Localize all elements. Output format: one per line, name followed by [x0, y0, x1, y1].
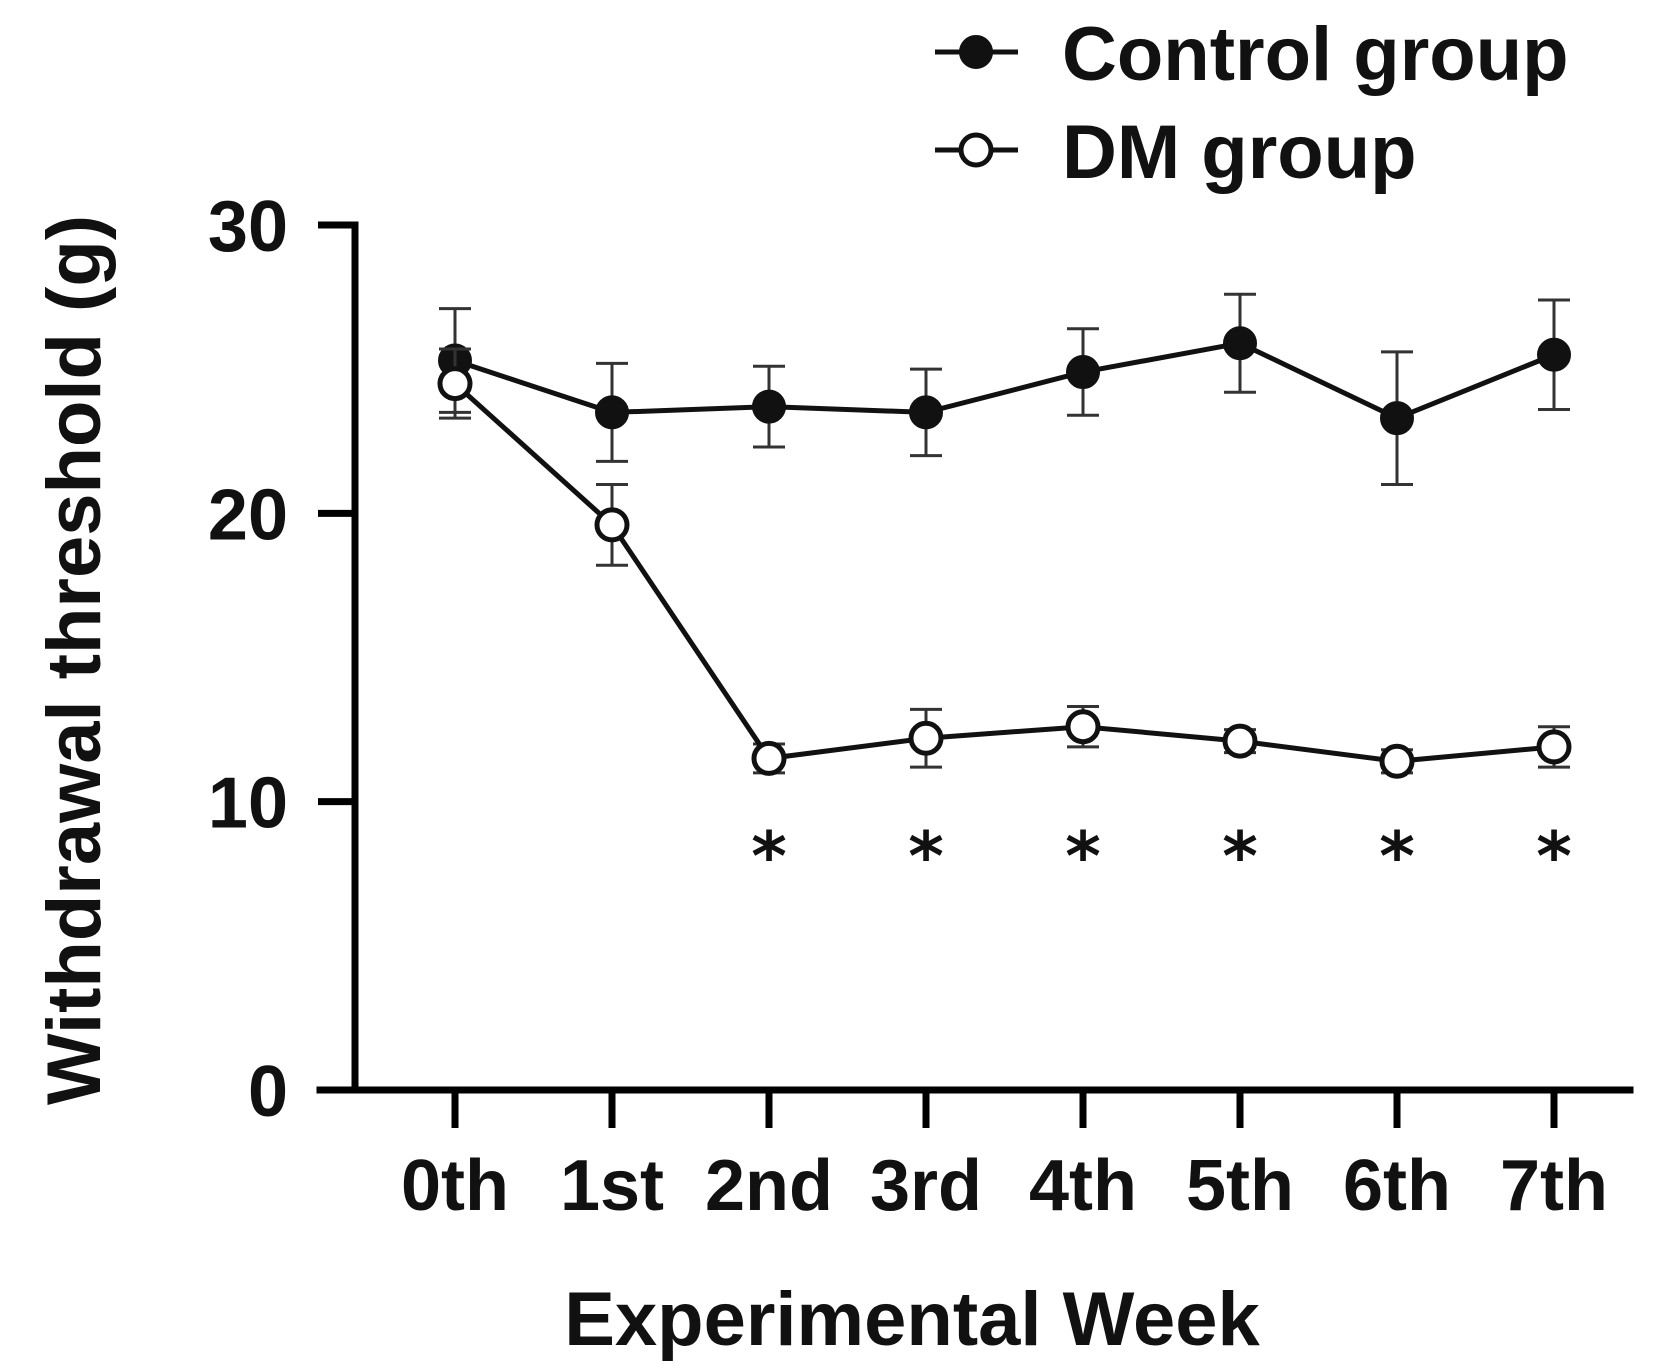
data-point — [908, 720, 944, 756]
axes — [316, 221, 1634, 1094]
data-point — [1222, 723, 1258, 759]
data-point — [594, 507, 630, 543]
x-tick-label: 3rd — [870, 1146, 982, 1226]
data-point — [1380, 401, 1414, 436]
x-tick-label: 5th — [1186, 1146, 1294, 1226]
series-dm-group — [437, 347, 1572, 779]
data-point — [1379, 743, 1415, 779]
significance-asterisk: * — [1065, 818, 1101, 897]
significance-asterisk: * — [1379, 818, 1415, 897]
y-tick-label: 20 — [208, 475, 288, 555]
data-point — [909, 395, 943, 430]
x-tick-label: 0th — [401, 1146, 509, 1226]
x-tick-label: 7th — [1500, 1146, 1608, 1226]
x-tick-label: 1st — [560, 1146, 664, 1226]
legend-marker-control — [959, 35, 993, 69]
significance-asterisk: * — [751, 818, 787, 897]
data-point — [437, 366, 473, 402]
x-tick-label: 4th — [1029, 1146, 1137, 1226]
legend: Control group DM group — [935, 12, 1569, 195]
data-point — [1223, 326, 1257, 361]
x-ticks: 0th 1st 2nd 3rd 4th 5th 6th 7th — [401, 1090, 1608, 1226]
y-tick-label: 30 — [208, 187, 288, 267]
x-axis-title: Experimental Week — [564, 1277, 1260, 1362]
legend-item-control: Control group — [935, 12, 1569, 97]
legend-item-dm: DM group — [935, 110, 1417, 195]
series-control-group — [438, 292, 1571, 486]
data-point — [1065, 709, 1101, 745]
legend-label-dm: DM group — [1062, 110, 1417, 195]
data-point — [752, 389, 786, 424]
significance-markers: * * * * * * — [751, 818, 1572, 897]
data-point — [1066, 355, 1100, 390]
x-tick-label: 2nd — [705, 1146, 833, 1226]
series-line — [454, 340, 1555, 421]
y-ticks: 0 10 20 30 — [208, 187, 355, 1132]
y-tick-label: 10 — [208, 764, 288, 844]
significance-asterisk: * — [908, 818, 944, 897]
significance-asterisk: * — [1222, 818, 1258, 897]
data-point — [1536, 729, 1572, 765]
series-line — [453, 381, 1555, 764]
series-layer — [437, 292, 1572, 779]
data-point — [751, 740, 787, 776]
legend-label-control: Control group — [1062, 12, 1569, 97]
legend-marker-dm — [958, 132, 994, 168]
y-axis-title: Withdrawal threshold (g) — [32, 215, 117, 1105]
x-tick-label: 6th — [1343, 1146, 1451, 1226]
data-point — [1537, 337, 1571, 372]
data-point — [595, 395, 629, 430]
significance-asterisk: * — [1536, 818, 1572, 897]
y-tick-label: 0 — [248, 1052, 288, 1132]
